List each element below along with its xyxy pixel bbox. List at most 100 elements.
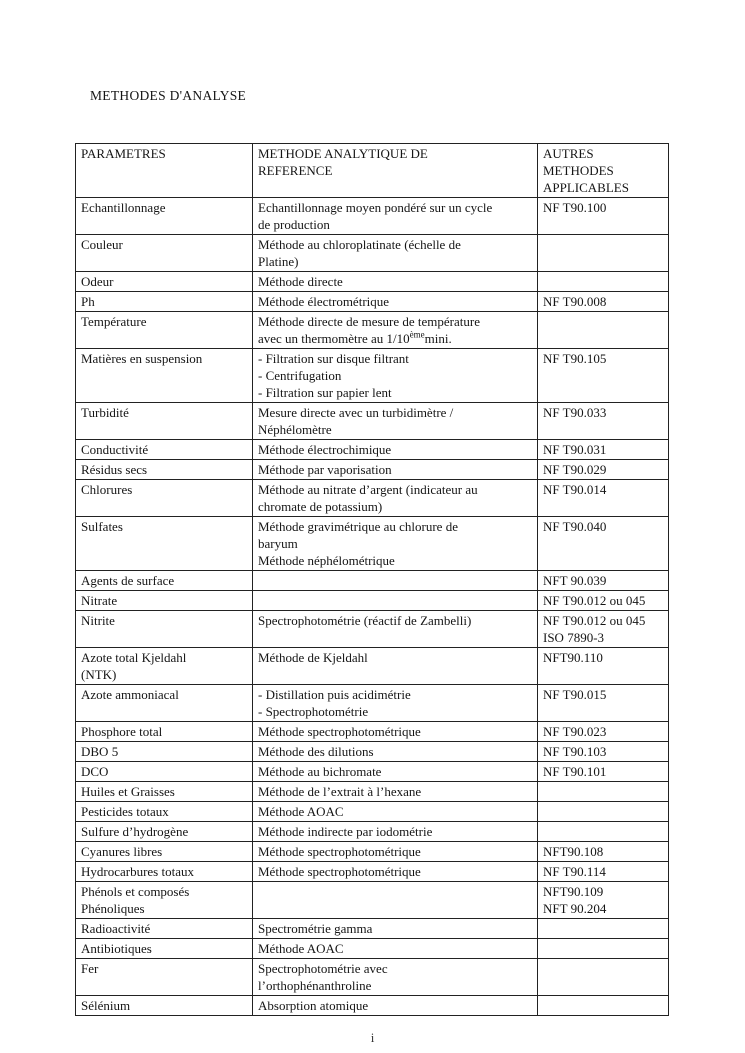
parametre-cell: Phosphore total — [75, 721, 253, 742]
table-row: Antibiotiques Méthode AOAC — [75, 938, 669, 959]
table-row: Nitrite Spectrophotométrie (réactif de Za… — [75, 610, 669, 648]
autres-cell — [537, 995, 669, 1016]
table-row: Fer Spectrophotométrie avec l’orthophénan… — [75, 958, 669, 996]
table-row: Radioactivité Spectrométrie gamma — [75, 918, 669, 939]
table-row: Sulfure d’hydrogène Méthode indirecte par… — [75, 821, 669, 842]
parametre-cell: Odeur — [75, 271, 253, 292]
autres-cell — [537, 781, 669, 802]
autres-cell: NF T90.101 — [537, 761, 669, 782]
parametre-cell: Sélénium — [75, 995, 253, 1016]
parametre-cell: Hydrocarbures totaux — [75, 861, 253, 882]
methode-cell: - Filtration sur disque filtrant - Centr… — [252, 348, 538, 403]
parametre-cell: Conductivité — [75, 439, 253, 460]
methode-cell: Méthode spectrophotométrique — [252, 841, 538, 862]
methode-cell: Méthode des dilutions — [252, 741, 538, 762]
parametre-cell: Sulfates — [75, 516, 253, 571]
table-row: Résidus secs Méthode par vaporisation NF T… — [75, 459, 669, 480]
methode-cell: Méthode AOAC — [252, 938, 538, 959]
autres-cell — [537, 801, 669, 822]
col-header-parametres: PARAMETRES — [75, 143, 253, 198]
parametre-cell: Nitrate — [75, 590, 253, 611]
methode-cell — [252, 590, 538, 611]
col-header-autres-methodes: AUTRES METHODES APPLICABLES — [537, 143, 669, 198]
autres-cell: NF T90.015 — [537, 684, 669, 722]
methode-cell: Mesure directe avec un turbidimètre / Né… — [252, 402, 538, 440]
methode-cell: Méthode AOAC — [252, 801, 538, 822]
table-row: Echantillonnage Echantillonnage moyen pon… — [75, 197, 669, 235]
autres-cell: NF T90.040 — [537, 516, 669, 571]
autres-cell: NF T90.008 — [537, 291, 669, 312]
methode-cell: Méthode spectrophotométrique — [252, 721, 538, 742]
parametre-cell: Température — [75, 311, 253, 349]
methode-cell: Méthode indirecte par iodométrie — [252, 821, 538, 842]
methode-cell: Méthode par vaporisation — [252, 459, 538, 480]
parametre-cell: Cyanures libres — [75, 841, 253, 862]
parametre-cell: DCO — [75, 761, 253, 782]
methode-cell: Méthode de Kjeldahl — [252, 647, 538, 685]
autres-cell — [537, 311, 669, 349]
parametre-cell: Phénols et composés Phénoliques — [75, 881, 253, 919]
methode-cell — [252, 881, 538, 919]
parametre-cell: Chlorures — [75, 479, 253, 517]
table-body: Echantillonnage Echantillonnage moyen pon… — [75, 197, 669, 1016]
parametre-cell: Fer — [75, 958, 253, 996]
table-row: Couleur Méthode au chloroplatinate (échel… — [75, 234, 669, 272]
autres-cell: NF T90.033 — [537, 402, 669, 440]
autres-cell: NFT 90.039 — [537, 570, 669, 591]
parametre-cell: Radioactivité — [75, 918, 253, 939]
autres-cell: NF T90.012 ou 045 — [537, 590, 669, 611]
parametre-cell: Azote total Kjeldahl (NTK) — [75, 647, 253, 685]
parametre-cell: Pesticides totaux — [75, 801, 253, 822]
autres-cell — [537, 821, 669, 842]
table-row: Pesticides totaux Méthode AOAC — [75, 801, 669, 822]
table-row: DCO Méthode au bichromate NF T90.101 — [75, 761, 669, 782]
parametre-cell: Matières en suspension — [75, 348, 253, 403]
table-row: Agents de surface NFT 90.039 — [75, 570, 669, 591]
autres-cell — [537, 271, 669, 292]
methode-cell: Méthode électrochimique — [252, 439, 538, 460]
autres-cell — [537, 918, 669, 939]
autres-cell: NF T90.105 — [537, 348, 669, 403]
parametre-cell: Ph — [75, 291, 253, 312]
autres-cell — [537, 958, 669, 996]
autres-cell: NF T90.114 — [537, 861, 669, 882]
methode-cell: Méthode directe — [252, 271, 538, 292]
methode-cell — [252, 570, 538, 591]
parametre-cell: Agents de surface — [75, 570, 253, 591]
methode-cell: Absorption atomique — [252, 995, 538, 1016]
autres-cell: NF T90.014 — [537, 479, 669, 517]
header-row: PARAMETRES METHODE ANALYTIQUE DE REFEREN… — [75, 143, 669, 198]
table-row: DBO 5 Méthode des dilutions NF T90.103 — [75, 741, 669, 762]
table-row: Chlorures Méthode au nitrate d’argent (in… — [75, 479, 669, 517]
methode-cell: Méthode gravimétrique au chlorure de bar… — [252, 516, 538, 571]
parametre-cell: Turbidité — [75, 402, 253, 440]
autres-cell: NF T90.029 — [537, 459, 669, 480]
autres-cell: NF T90.031 — [537, 439, 669, 460]
table-row: Turbidité Mesure directe avec un turbidim… — [75, 402, 669, 440]
methods-table: PARAMETRES METHODE ANALYTIQUE DE REFEREN… — [75, 143, 669, 1016]
autres-cell — [537, 234, 669, 272]
parametre-cell: Nitrite — [75, 610, 253, 648]
methode-cell: - Distillation puis acidimétrie - Spectr… — [252, 684, 538, 722]
autres-cell: NF T90.100 — [537, 197, 669, 235]
autres-cell: NF T90.103 — [537, 741, 669, 762]
autres-cell: NFT90.108 — [537, 841, 669, 862]
table-row: Huiles et Graisses Méthode de l’extrait à… — [75, 781, 669, 802]
methode-cell: Méthode au nitrate d’argent (indicateur … — [252, 479, 538, 517]
methode-cell: Méthode électrométrique — [252, 291, 538, 312]
parametre-cell: Couleur — [75, 234, 253, 272]
parametre-cell: Echantillonnage — [75, 197, 253, 235]
autres-cell: NF T90.023 — [537, 721, 669, 742]
methode-cell: Spectrométrie gamma — [252, 918, 538, 939]
methode-cell: Méthode de l’extrait à l’hexane — [252, 781, 538, 802]
table-row: Azote ammoniacal - Distillation puis acid… — [75, 684, 669, 722]
document-title: METHODES D'ANALYSE — [90, 88, 247, 103]
parametre-cell: Sulfure d’hydrogène — [75, 821, 253, 842]
parametre-cell: DBO 5 — [75, 741, 253, 762]
methode-cell: Méthode spectrophotométrique — [252, 861, 538, 882]
methode-cell: Méthode au bichromate — [252, 761, 538, 782]
col-header-methode-reference: METHODE ANALYTIQUE DE REFERENCE — [252, 143, 538, 198]
autres-cell: NFT90.110 — [537, 647, 669, 685]
methode-cell: Spectrophotométrie (réactif de Zambelli) — [252, 610, 538, 648]
